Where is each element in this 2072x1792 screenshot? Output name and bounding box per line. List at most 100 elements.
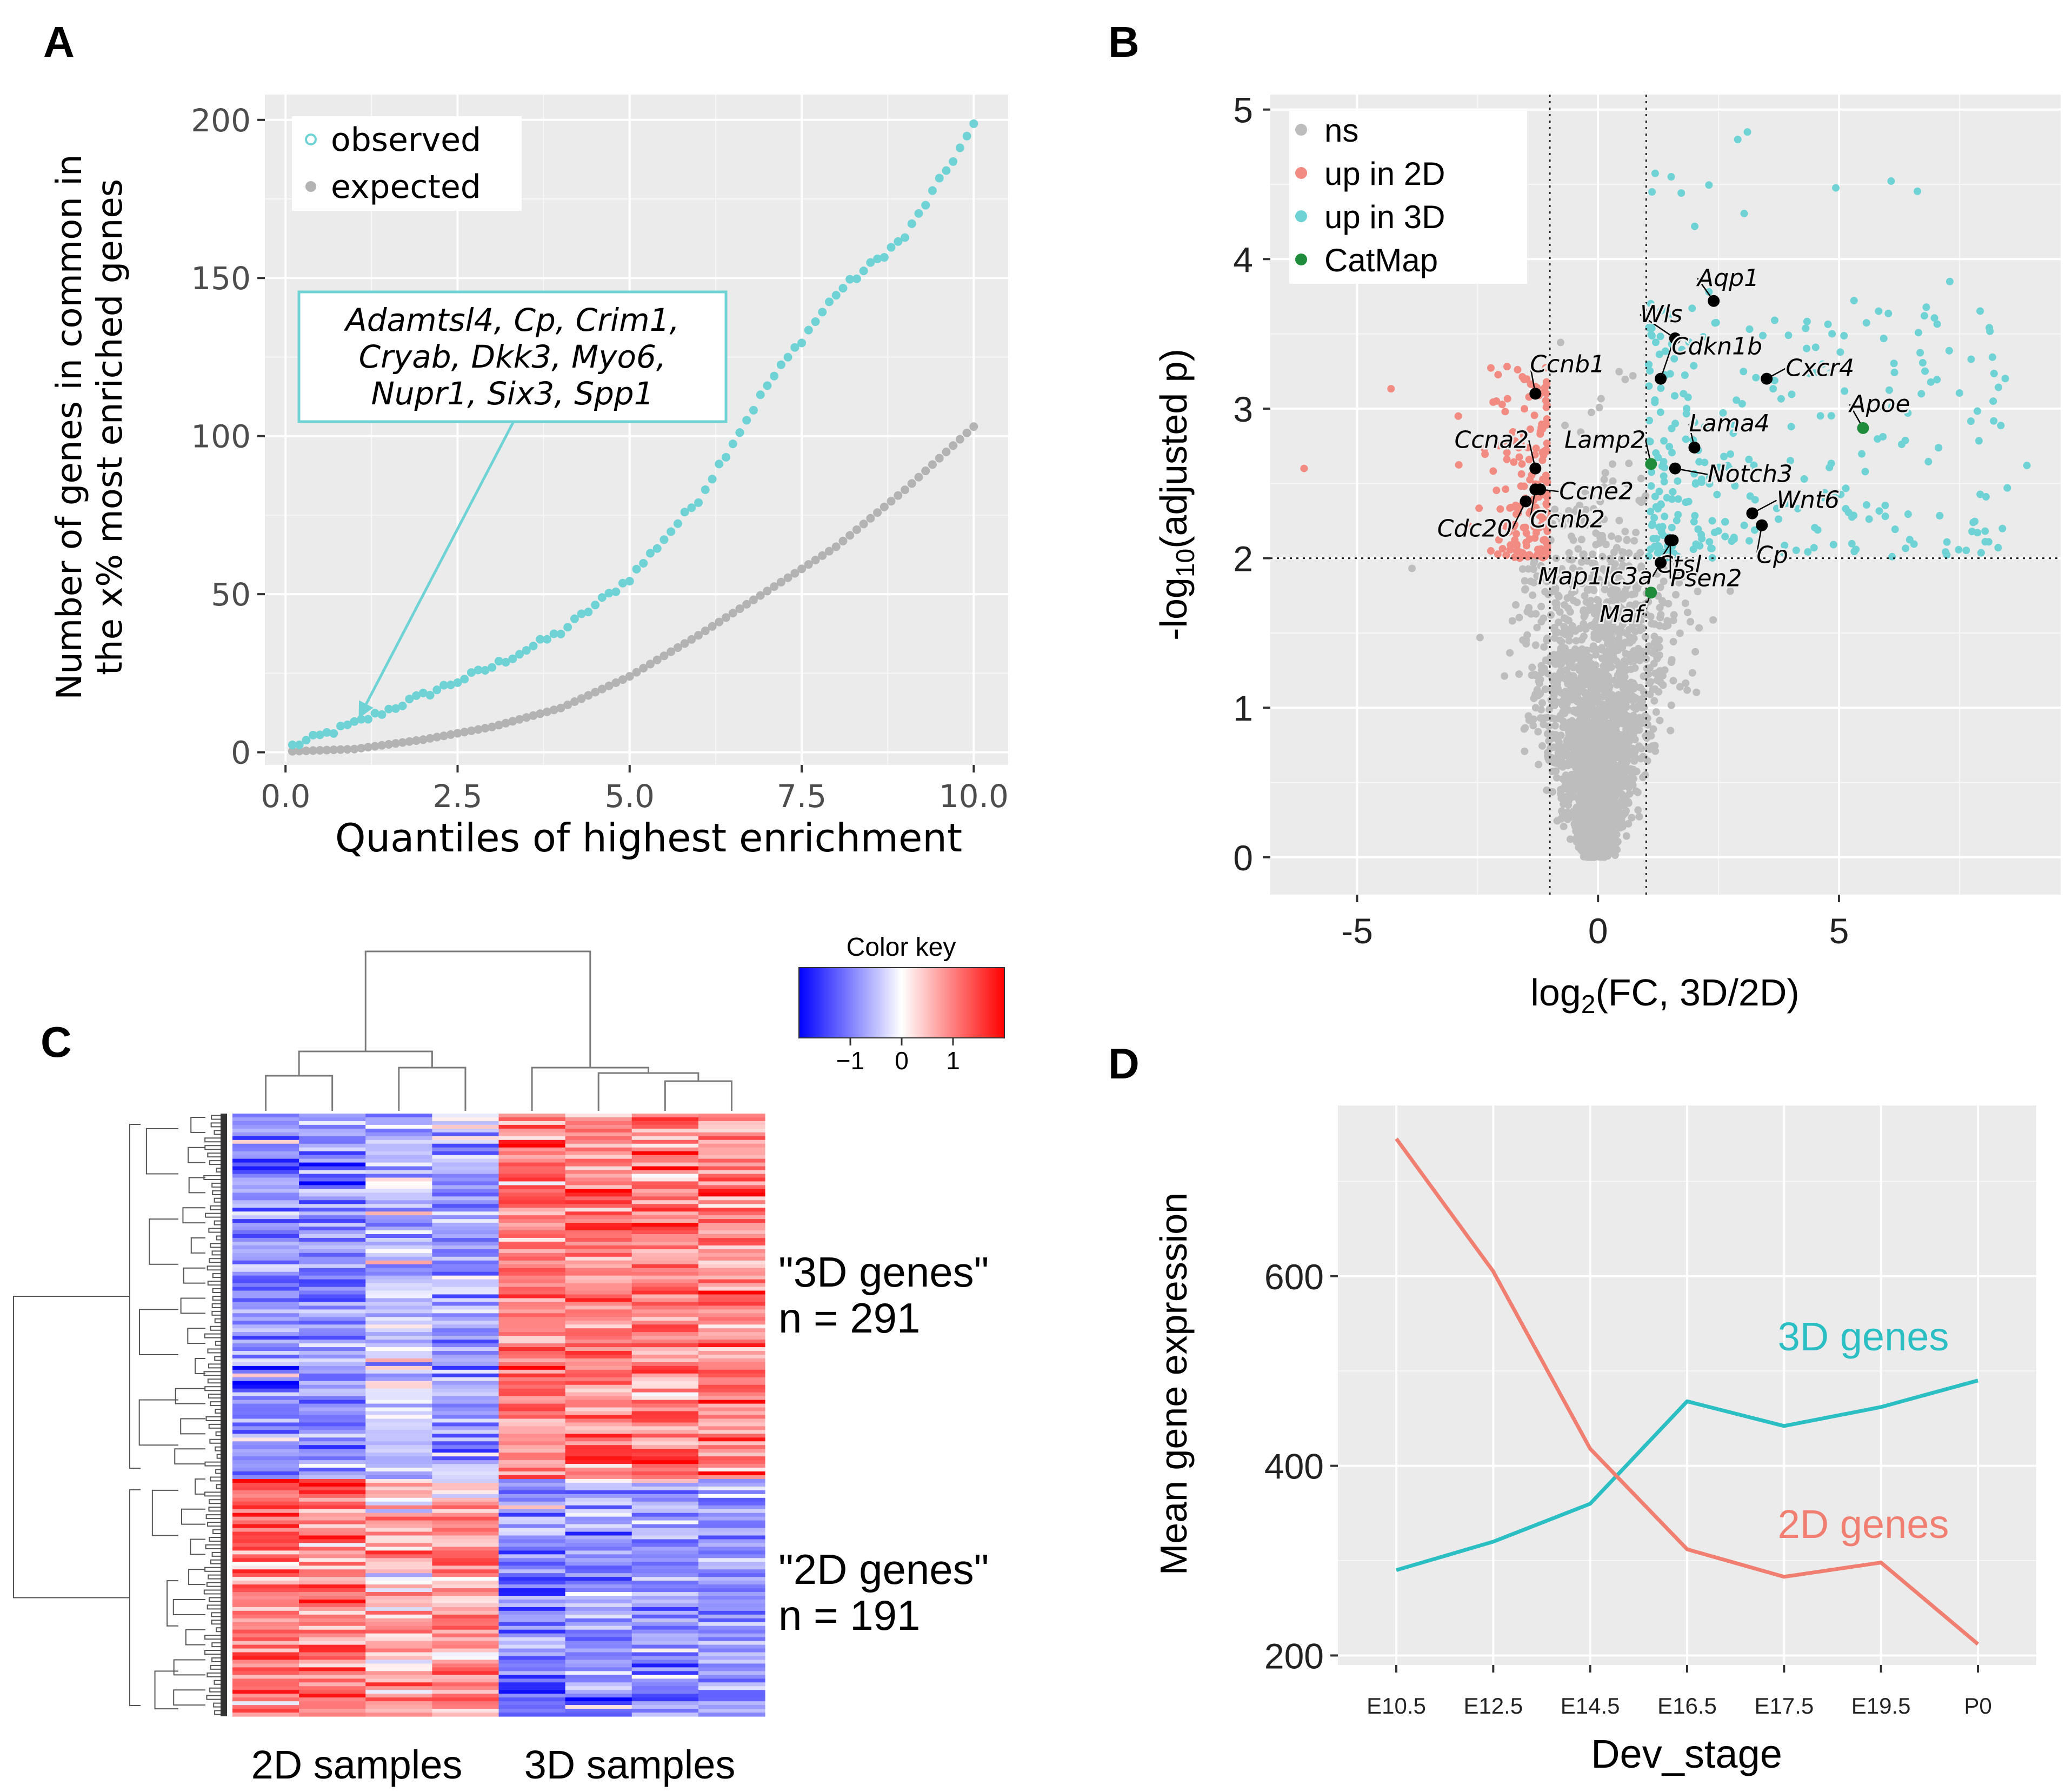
dendrogram-branch [145, 1128, 178, 1175]
heatmap-cell [631, 1223, 699, 1227]
heatmap-cell [498, 1388, 566, 1393]
heatmap-cell [299, 1497, 366, 1502]
ns-point [1529, 559, 1537, 567]
heatmap-cell [565, 1618, 632, 1623]
heatmap-cell [432, 1622, 499, 1627]
ns-point [1596, 497, 1604, 505]
dendrogram-branch [206, 1265, 222, 1271]
heatmap-cell [698, 1633, 765, 1638]
dendrogram-branch [190, 1237, 205, 1254]
x-tick-label: E14.5 [1561, 1693, 1620, 1718]
heatmap-cell [365, 1430, 432, 1434]
heatmap-cell [498, 1177, 566, 1182]
up3d-point [1671, 419, 1680, 428]
heatmap-cell [498, 1275, 566, 1280]
heatmap-cell [365, 1543, 432, 1548]
heatmap-cell [299, 1565, 366, 1570]
heatmap-cell [698, 1667, 765, 1671]
heatmap-cell [299, 1230, 366, 1235]
ns-point [1573, 782, 1581, 790]
heatmap-cell [631, 1365, 699, 1370]
heatmap-cell [631, 1445, 699, 1449]
heatmap-cell [498, 1554, 566, 1558]
heatmap-cell [498, 1132, 566, 1137]
heatmap-cell [432, 1456, 499, 1461]
up3d-point [1824, 320, 1832, 328]
up3d-point [1858, 450, 1866, 458]
ns-point [1610, 624, 1618, 632]
ns-point [1523, 608, 1531, 616]
heatmap-cell [631, 1411, 699, 1416]
heatmap-cell [365, 1637, 432, 1642]
ns-point [1613, 675, 1621, 683]
heatmap-cell [631, 1309, 699, 1314]
heatmap-cell [365, 1143, 432, 1148]
heatmap-cell [565, 1283, 632, 1288]
ns-point [1641, 672, 1649, 681]
heatmap-cell [631, 1596, 699, 1600]
dendrogram-branch [173, 1689, 205, 1706]
up3d-point [1773, 504, 1781, 512]
heatmap-cell [232, 1381, 299, 1385]
heatmap-cell [498, 1332, 566, 1336]
ns-point [1552, 767, 1560, 775]
ns-point [1567, 517, 1575, 525]
heatmap-cell [631, 1603, 699, 1608]
heatmap-cell [498, 1234, 566, 1238]
x-tick-label: E12.5 [1463, 1693, 1523, 1718]
heatmap-cell [565, 1418, 632, 1423]
heatmap-cell [232, 1482, 299, 1487]
heatmap-cell [698, 1234, 765, 1238]
ns-point [1530, 578, 1538, 587]
heatmap-cell [365, 1219, 432, 1223]
up3d-point [1782, 499, 1790, 508]
heatmap-cell [432, 1663, 499, 1668]
heatmap-cell [565, 1678, 632, 1683]
heatmap-cell [432, 1253, 499, 1257]
heatmap-cell [299, 1686, 366, 1690]
heatmap-cell [299, 1227, 366, 1231]
up2d-point [1494, 550, 1502, 558]
heatmap-cell [232, 1445, 299, 1449]
dendrogram-branch [364, 950, 591, 1068]
up3d-point [1657, 384, 1665, 392]
up3d-point [1840, 332, 1848, 340]
ns-point [1530, 565, 1538, 574]
up3d-point [1648, 468, 1656, 476]
heatmap-cell [498, 1343, 566, 1348]
heatmap-cell [432, 1641, 499, 1646]
ns-point [1558, 785, 1566, 794]
heatmap-cell [631, 1117, 699, 1122]
ns-point [1609, 704, 1617, 712]
heatmap-cell [631, 1313, 699, 1317]
heatmap-cell [631, 1713, 699, 1717]
ns-point [1655, 636, 1663, 644]
heatmap-cell [432, 1174, 499, 1178]
ns-point [1408, 564, 1416, 572]
y-tick-label: 600 [1264, 1257, 1324, 1297]
heatmap-cell [299, 1584, 366, 1589]
point-observed [949, 157, 958, 166]
gene-label-ccna2: Ccna2 [1455, 427, 1529, 454]
up3d-point [1874, 435, 1882, 443]
gene-label-cdc20: Cdc20 [1437, 515, 1513, 542]
ns-point [1565, 507, 1573, 515]
heatmap-cell [498, 1531, 566, 1536]
heatmap-cell [432, 1524, 499, 1529]
heatmap-cell [299, 1618, 366, 1623]
heatmap-cell [365, 1516, 432, 1521]
heatmap-cell [299, 1271, 366, 1276]
heatmap-cell [631, 1565, 699, 1570]
heatmap-cell [232, 1430, 299, 1434]
up2d-point [1530, 411, 1538, 419]
point-expected [894, 491, 903, 500]
heatmap-cell [432, 1117, 499, 1122]
heatmap-cell [565, 1208, 632, 1212]
ns-point [1625, 625, 1633, 634]
heatmap-cell [498, 1219, 566, 1223]
ns-point [1676, 629, 1684, 637]
heatmap-cell [631, 1667, 699, 1671]
ns-point [1600, 475, 1608, 483]
ns-point [1528, 671, 1536, 680]
